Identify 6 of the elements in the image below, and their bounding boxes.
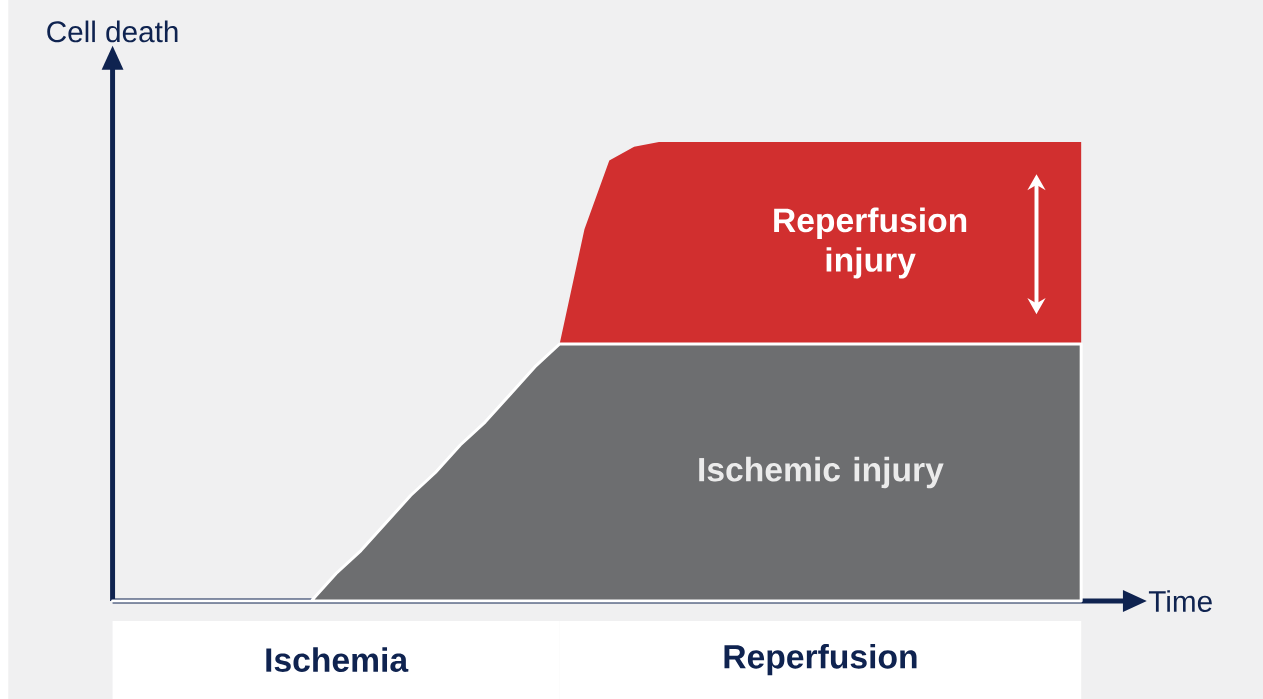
series-label: Ischemic injury [699, 456, 944, 489]
x-axis-title: Time [1148, 589, 1212, 612]
text: Reperfusion [724, 643, 917, 676]
series-label: Reperfusion injury [774, 207, 967, 279]
text: Ischemia [266, 647, 409, 672]
y-axis-title: Cell death [47, 20, 178, 43]
